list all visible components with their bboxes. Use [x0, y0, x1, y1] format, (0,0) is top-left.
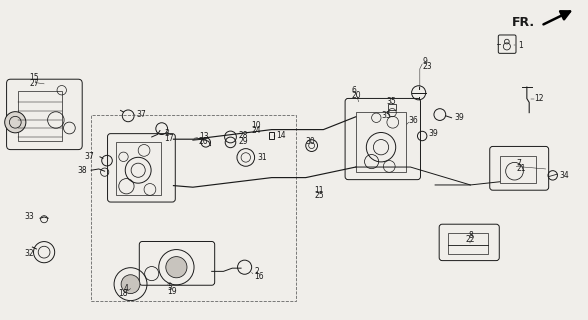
- Circle shape: [5, 112, 26, 133]
- Text: 39: 39: [454, 113, 464, 122]
- Text: 35: 35: [387, 97, 397, 106]
- Text: 24: 24: [252, 126, 261, 135]
- Text: 2: 2: [254, 267, 259, 276]
- Text: 5: 5: [168, 283, 172, 292]
- Bar: [500, 156, 536, 183]
- Text: 22: 22: [466, 236, 475, 244]
- Bar: [448, 233, 488, 254]
- Text: 37: 37: [84, 152, 94, 161]
- Text: 11: 11: [315, 186, 324, 195]
- Circle shape: [166, 257, 187, 278]
- Text: 37: 37: [136, 110, 146, 119]
- Text: 15: 15: [29, 73, 39, 82]
- Text: 33: 33: [24, 212, 34, 221]
- Text: 27: 27: [29, 79, 39, 88]
- Text: 38: 38: [78, 166, 87, 175]
- Text: 28: 28: [239, 131, 248, 140]
- Text: 30: 30: [306, 137, 316, 146]
- Bar: [18, 91, 62, 141]
- Text: 13: 13: [199, 132, 208, 140]
- Text: 14: 14: [276, 131, 286, 140]
- Text: 32: 32: [25, 249, 34, 258]
- Text: 39: 39: [428, 129, 438, 138]
- Text: 8: 8: [468, 231, 473, 240]
- Text: 17: 17: [165, 134, 174, 143]
- Text: 10: 10: [252, 121, 261, 130]
- Text: 18: 18: [119, 289, 128, 298]
- Text: 26: 26: [199, 137, 208, 146]
- Bar: [116, 142, 161, 195]
- Text: 34: 34: [560, 171, 570, 180]
- Text: 20: 20: [352, 91, 361, 100]
- Text: 29: 29: [239, 137, 248, 146]
- Text: 19: 19: [168, 287, 177, 296]
- Text: 36: 36: [409, 116, 419, 125]
- Bar: [269, 132, 274, 139]
- Bar: [91, 115, 296, 301]
- Bar: [356, 112, 406, 172]
- Text: 4: 4: [123, 284, 128, 293]
- Text: 9: 9: [422, 57, 427, 66]
- Text: FR.: FR.: [512, 16, 534, 29]
- Text: 3: 3: [165, 129, 169, 138]
- Text: 6: 6: [352, 86, 356, 95]
- Text: 1: 1: [519, 41, 523, 50]
- Circle shape: [121, 275, 140, 293]
- Text: 16: 16: [254, 272, 263, 281]
- Text: 12: 12: [534, 94, 543, 103]
- Text: 23: 23: [422, 62, 432, 71]
- Text: 31: 31: [258, 153, 267, 162]
- Text: 21: 21: [516, 164, 526, 173]
- Text: 35: 35: [381, 111, 391, 120]
- Bar: [388, 104, 396, 110]
- Text: 25: 25: [315, 191, 324, 200]
- Text: 7: 7: [516, 159, 521, 168]
